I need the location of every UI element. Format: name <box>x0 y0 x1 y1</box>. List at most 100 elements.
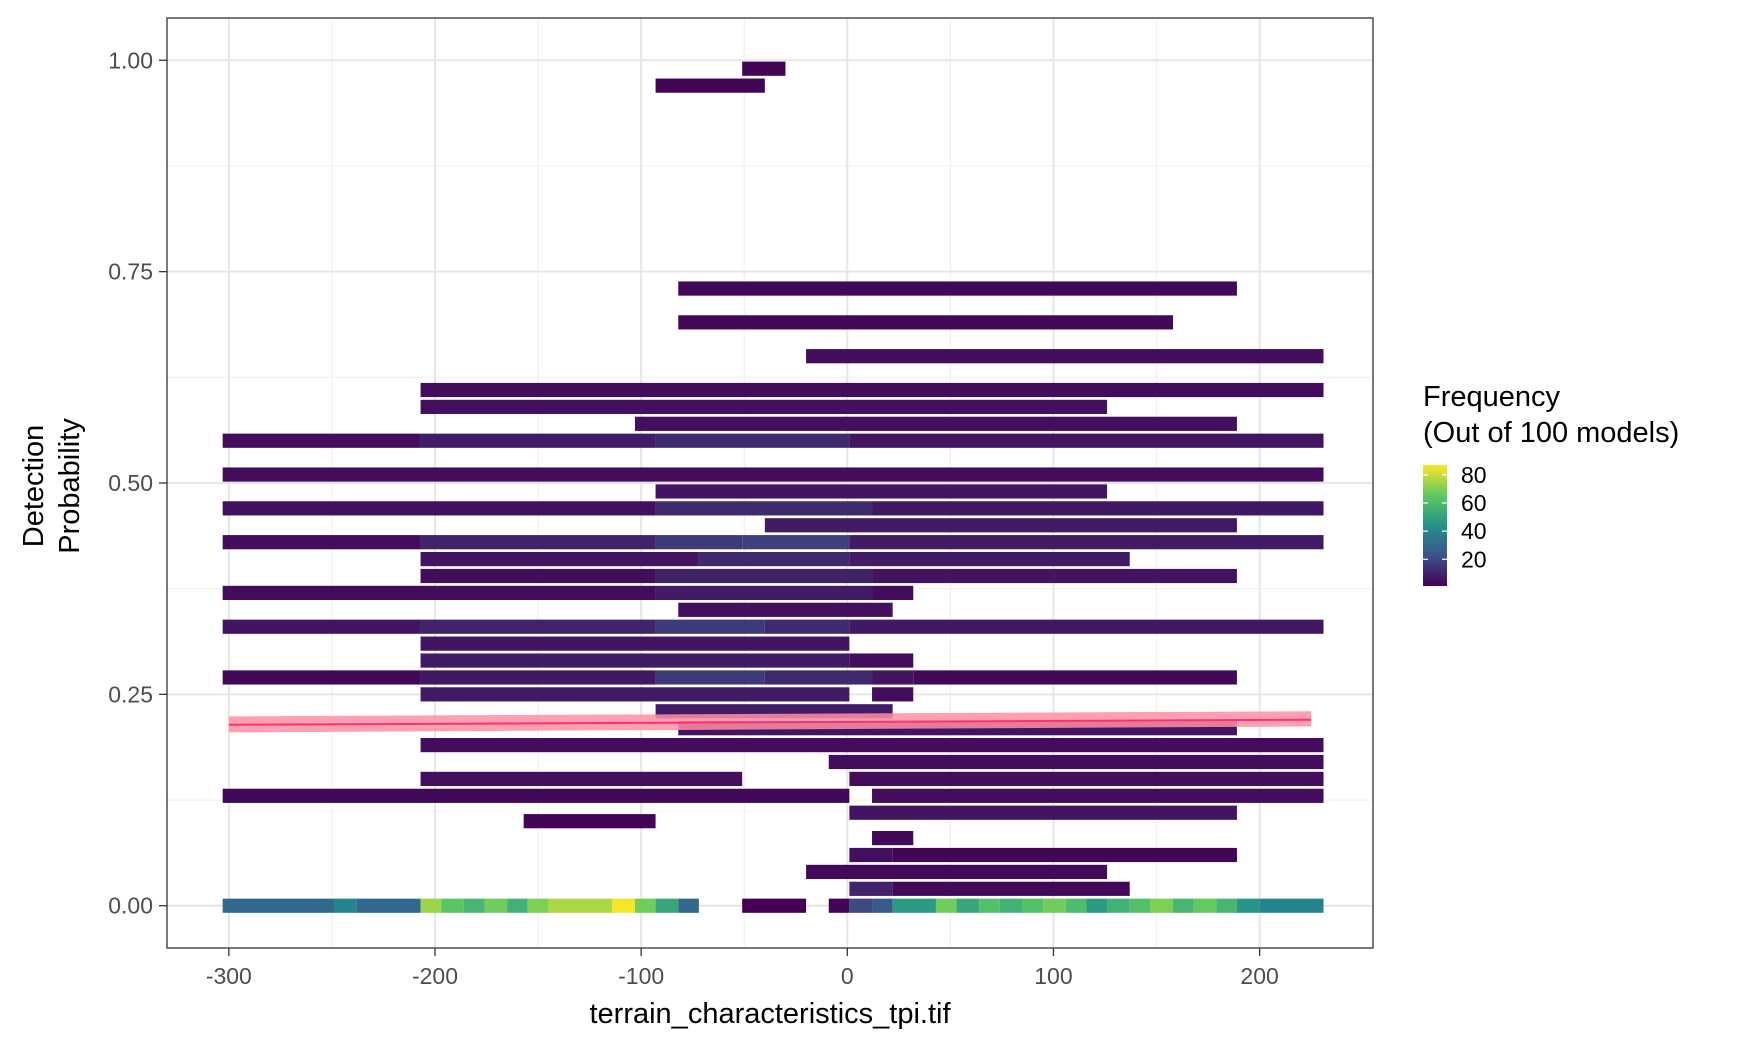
heatmap-cell <box>892 898 936 913</box>
trend-line <box>228 718 1312 726</box>
heatmap-cell <box>742 535 850 550</box>
heatmap-cell <box>849 881 893 896</box>
heatmap-cell <box>849 653 914 668</box>
heatmap-cell <box>222 433 421 448</box>
heatmap-cell <box>849 771 1324 787</box>
x-tick-label: -200 <box>412 963 458 989</box>
heatmap-cell <box>222 619 421 634</box>
heatmap-cell <box>420 898 442 913</box>
legend-title-line-2: (Out of 100 models) <box>1423 417 1679 449</box>
heatmap-cell <box>849 433 1324 448</box>
heatmap-cell <box>655 433 850 448</box>
heatmap-cell <box>849 847 893 863</box>
heatmap-cell <box>849 551 1130 567</box>
heatmap-cell <box>420 737 1324 753</box>
heatmap-cell <box>764 670 873 685</box>
heatmap-cell <box>935 898 957 913</box>
heatmap-cell <box>742 898 807 913</box>
heatmap-cell <box>655 501 873 516</box>
heatmap-cell <box>420 670 656 685</box>
heatmap-cell <box>872 585 914 601</box>
heatmap-cell <box>678 898 699 913</box>
heatmap-cell <box>742 61 786 76</box>
heatmap-cell <box>420 687 850 702</box>
heatmap-cell <box>1129 898 1151 913</box>
heatmap-cell <box>872 670 914 685</box>
heatmap-cell <box>764 619 850 634</box>
heatmap-cell <box>222 898 334 913</box>
heatmap-cell <box>655 619 765 634</box>
legend-colorbar <box>1423 465 1447 586</box>
heatmap-cell <box>1259 898 1324 913</box>
heatmap-cell <box>1150 898 1174 913</box>
heatmap-cell <box>222 467 1324 482</box>
heatmap-cell <box>999 898 1023 913</box>
heatmap-cell <box>892 847 1237 863</box>
heatmap-cell <box>956 898 980 913</box>
heatmap-cell <box>806 349 1324 364</box>
x-axis: -300 -200 -100 0 100 200 <box>206 948 1279 989</box>
heatmap-cell <box>523 814 656 829</box>
x-tick-label: 0 <box>841 963 854 989</box>
heatmap-cell <box>828 898 850 913</box>
heatmap-cell <box>979 898 1000 913</box>
heatmap-cell <box>764 518 1237 533</box>
heatmap-cell <box>655 670 765 685</box>
heatmap-cell <box>222 585 656 601</box>
x-tick-label: -300 <box>206 963 252 989</box>
heatmap-cell <box>698 551 850 567</box>
heatmap-cell <box>222 670 421 685</box>
heatmap-cell <box>655 535 743 550</box>
trend-line-group <box>228 711 1312 733</box>
heatmap-cell <box>420 771 743 787</box>
heatmap-cell <box>913 670 1237 685</box>
heatmap-cell <box>678 602 893 617</box>
heatmap-cell <box>1236 898 1260 913</box>
y-tick-label: 1.00 <box>108 47 153 73</box>
x-tick-label: -100 <box>618 963 664 989</box>
heatmap-cell <box>655 898 679 913</box>
heatmap-cell <box>222 501 656 516</box>
heatmap-cell <box>1022 898 1044 913</box>
heatmap-cell <box>420 619 656 634</box>
heatmap-cell <box>333 898 357 913</box>
heatmap-cell <box>463 898 485 913</box>
legend-tick-label: 20 <box>1461 546 1487 572</box>
y-tick-label: 0.50 <box>108 470 153 496</box>
heatmap-cell <box>849 535 1324 550</box>
heatmap-cell <box>612 898 635 913</box>
heatmap-cell <box>420 382 1324 398</box>
y-axis-title-line-2: Probability <box>54 418 86 554</box>
heatmap-cell <box>806 864 1108 880</box>
heatmap-cell <box>441 898 464 913</box>
heatmap-cell <box>420 551 699 567</box>
heatmap-cell <box>828 754 1324 770</box>
heatmap-cell <box>655 78 765 93</box>
heatmap-cell <box>872 830 914 846</box>
heatmap-cell <box>849 619 1324 634</box>
heatmap-cell <box>1193 898 1217 913</box>
legend-tick-label: 80 <box>1461 462 1487 488</box>
heatmap-cell <box>892 881 1130 896</box>
heatmap-cell <box>222 788 850 803</box>
y-axis-title: Detection Probability <box>18 418 86 554</box>
heatmap-cell <box>1086 898 1108 913</box>
y-axis-title-line-1: Detection <box>18 425 50 548</box>
heatmap-cell <box>1173 898 1194 913</box>
x-tick-label: 200 <box>1240 963 1278 989</box>
heatmap-cell <box>872 501 1324 516</box>
heatmap-cell <box>420 399 1108 415</box>
heatmap-cell <box>548 898 613 913</box>
heatmap-cell <box>872 687 914 702</box>
heatmap-cell <box>849 898 873 913</box>
heatmap-cell <box>1043 898 1066 913</box>
legend-tick-label: 40 <box>1461 518 1487 544</box>
heatmap-cell <box>484 898 508 913</box>
heatmap-cell <box>527 898 549 913</box>
legend-tick-label: 60 <box>1461 490 1487 516</box>
heatmap-cell <box>420 433 656 448</box>
x-tick-label: 100 <box>1034 963 1072 989</box>
heatmap-cell <box>634 416 1237 431</box>
